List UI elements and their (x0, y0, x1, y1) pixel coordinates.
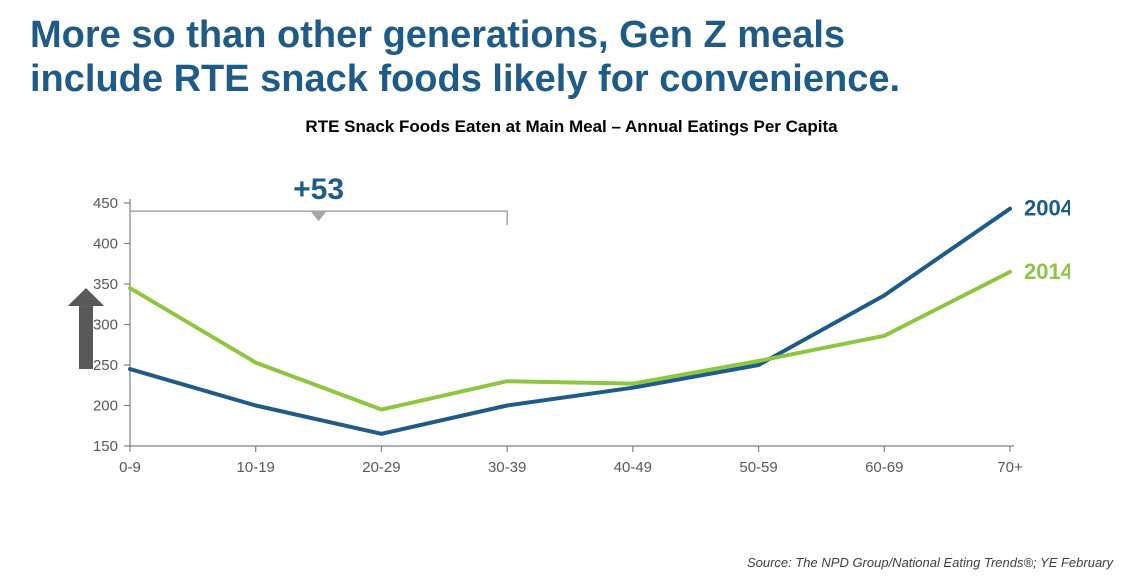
chart-title: RTE Snack Foods Eaten at Main Meal – Ann… (30, 117, 1113, 137)
series-label-2004: 2004 (1024, 196, 1070, 221)
y-tick-label: 350 (93, 276, 118, 293)
callout-pointer-icon (311, 211, 327, 221)
x-tick-label: 0-9 (119, 459, 141, 476)
y-tick-label: 250 (93, 357, 118, 374)
y-tick-label: 150 (93, 438, 118, 455)
x-tick-label: 30-39 (488, 459, 526, 476)
x-tick-label: 50-59 (739, 459, 777, 476)
source-attribution: Source: The NPD Group/National Eating Tr… (747, 555, 1113, 570)
x-tick-label: 40-49 (614, 459, 652, 476)
headline: More so than other generations, Gen Z me… (30, 14, 1113, 101)
x-tick-label: 10-19 (237, 459, 275, 476)
y-tick-label: 450 (93, 195, 118, 212)
y-tick-label: 300 (93, 317, 118, 334)
slide-root: More so than other generations, Gen Z me… (0, 0, 1143, 580)
x-tick-label: 20-29 (362, 459, 400, 476)
series-2004 (130, 209, 1010, 434)
series-label-2014: 2014 (1024, 259, 1070, 284)
x-tick-label: 70+ (997, 459, 1023, 476)
headline-line1: More so than other generations, Gen Z me… (30, 14, 845, 56)
line-chart: 150 200 250 300 350 400 450 0-9 10-19 20-29 30-39 4… (30, 141, 1070, 501)
series-2014 (130, 272, 1010, 410)
up-arrow-shaft (79, 306, 93, 369)
y-tick-label: 400 (93, 236, 118, 253)
x-tick-label: 60-69 (865, 459, 903, 476)
chart-area: 150 200 250 300 350 400 450 0-9 10-19 20-29 30-39 4… (30, 141, 1113, 506)
callout-text: +53 (293, 173, 344, 206)
y-tick-label: 200 (93, 398, 118, 415)
headline-line2: include RTE snack foods likely for conve… (30, 58, 900, 100)
